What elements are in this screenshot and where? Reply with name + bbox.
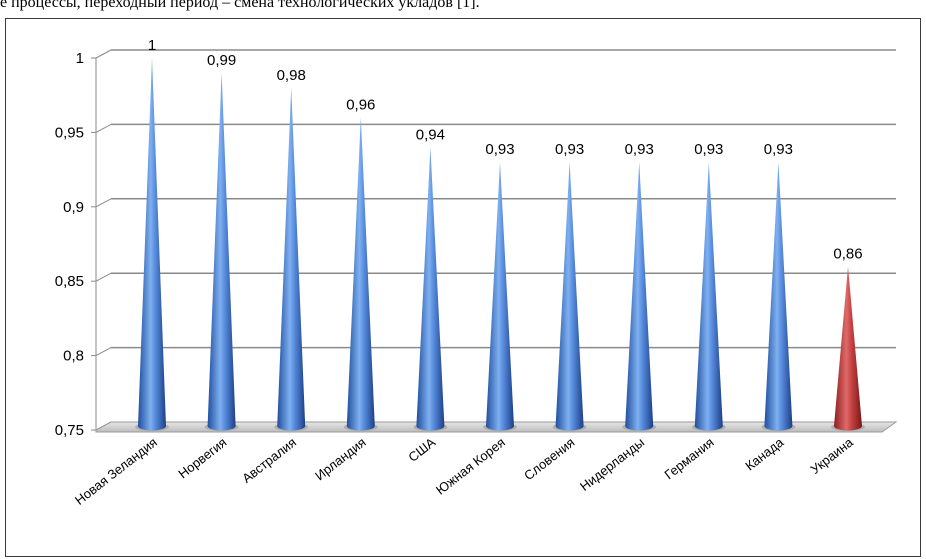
gridline-depth <box>95 123 112 133</box>
y-tick-label: 0,95 <box>55 124 84 141</box>
y-tick-label: 0,75 <box>55 422 84 439</box>
gridline-depth <box>95 49 112 59</box>
bar <box>622 162 657 431</box>
x-tick-label: Словения <box>521 435 577 484</box>
bar <box>831 266 865 431</box>
bar-cone <box>138 58 166 431</box>
y-tick-label: 0,9 <box>63 199 84 216</box>
data-label: 0,98 <box>277 67 306 84</box>
data-label: 0,93 <box>555 141 584 158</box>
bar-cone-highlight <box>834 266 862 431</box>
x-tick-label: Канада <box>742 434 787 473</box>
gridline-depth <box>95 347 112 357</box>
bar <box>552 162 587 431</box>
x-tick-label: Украина <box>808 434 857 477</box>
x-axis: Новая Зеландия Норвегия Австралия Ирландия С… <box>72 434 856 508</box>
data-label: 0,96 <box>346 97 375 114</box>
bar-cone <box>694 162 723 431</box>
bar <box>135 58 169 431</box>
data-label: 0,93 <box>764 141 793 158</box>
data-label: 0,93 <box>625 141 654 158</box>
bar-cone <box>764 162 793 431</box>
bar <box>691 162 726 431</box>
chart-frame <box>5 18 921 557</box>
bar <box>413 147 448 431</box>
bar-cone <box>486 162 514 431</box>
data-label: 0,93 <box>694 141 723 158</box>
data-label: 0,99 <box>207 52 236 69</box>
x-tick-label: Южная Корея <box>433 435 508 498</box>
x-tick-label: Новая Зеландия <box>72 435 160 508</box>
y-tick-label: 0,85 <box>55 273 84 290</box>
data-label: 0,86 <box>833 245 862 262</box>
bar <box>204 72 239 431</box>
context-text: е процессы, переходный период – смена те… <box>0 0 480 11</box>
bar-cone <box>207 72 236 431</box>
bar-cone <box>346 117 375 431</box>
x-tick-label: США <box>405 434 438 464</box>
gridline-depth <box>95 198 112 208</box>
data-label: 1 <box>148 37 156 54</box>
data-label: 0,94 <box>416 126 445 143</box>
bars-layer <box>135 58 865 431</box>
bar <box>483 162 517 431</box>
x-tick-label: Норвегия <box>175 435 229 482</box>
x-tick-label: Нидерланды <box>577 435 647 494</box>
x-tick-label: Германия <box>661 435 716 483</box>
bar-cone <box>277 87 306 431</box>
bar <box>343 117 378 431</box>
x-tick-label: Ирландия <box>312 435 369 484</box>
bar-cone <box>416 147 445 431</box>
gridline-depth <box>95 272 112 282</box>
y-tick-label: 1 <box>76 50 84 67</box>
bar <box>761 162 796 431</box>
bar-cone <box>625 162 654 431</box>
data-labels-layer: 1 0,99 0,98 0,96 0,94 0,93 0,93 0,93 0,93 0,93 0,8… <box>148 37 863 262</box>
bar <box>274 87 309 431</box>
y-tick-label: 0,8 <box>63 348 84 365</box>
y-axis: 0,75 0,8 0,85 0,9 0,95 1 <box>55 50 84 439</box>
data-label: 0,93 <box>485 141 514 158</box>
bar-cone <box>555 162 584 431</box>
x-tick-label: Австралия <box>239 435 299 486</box>
